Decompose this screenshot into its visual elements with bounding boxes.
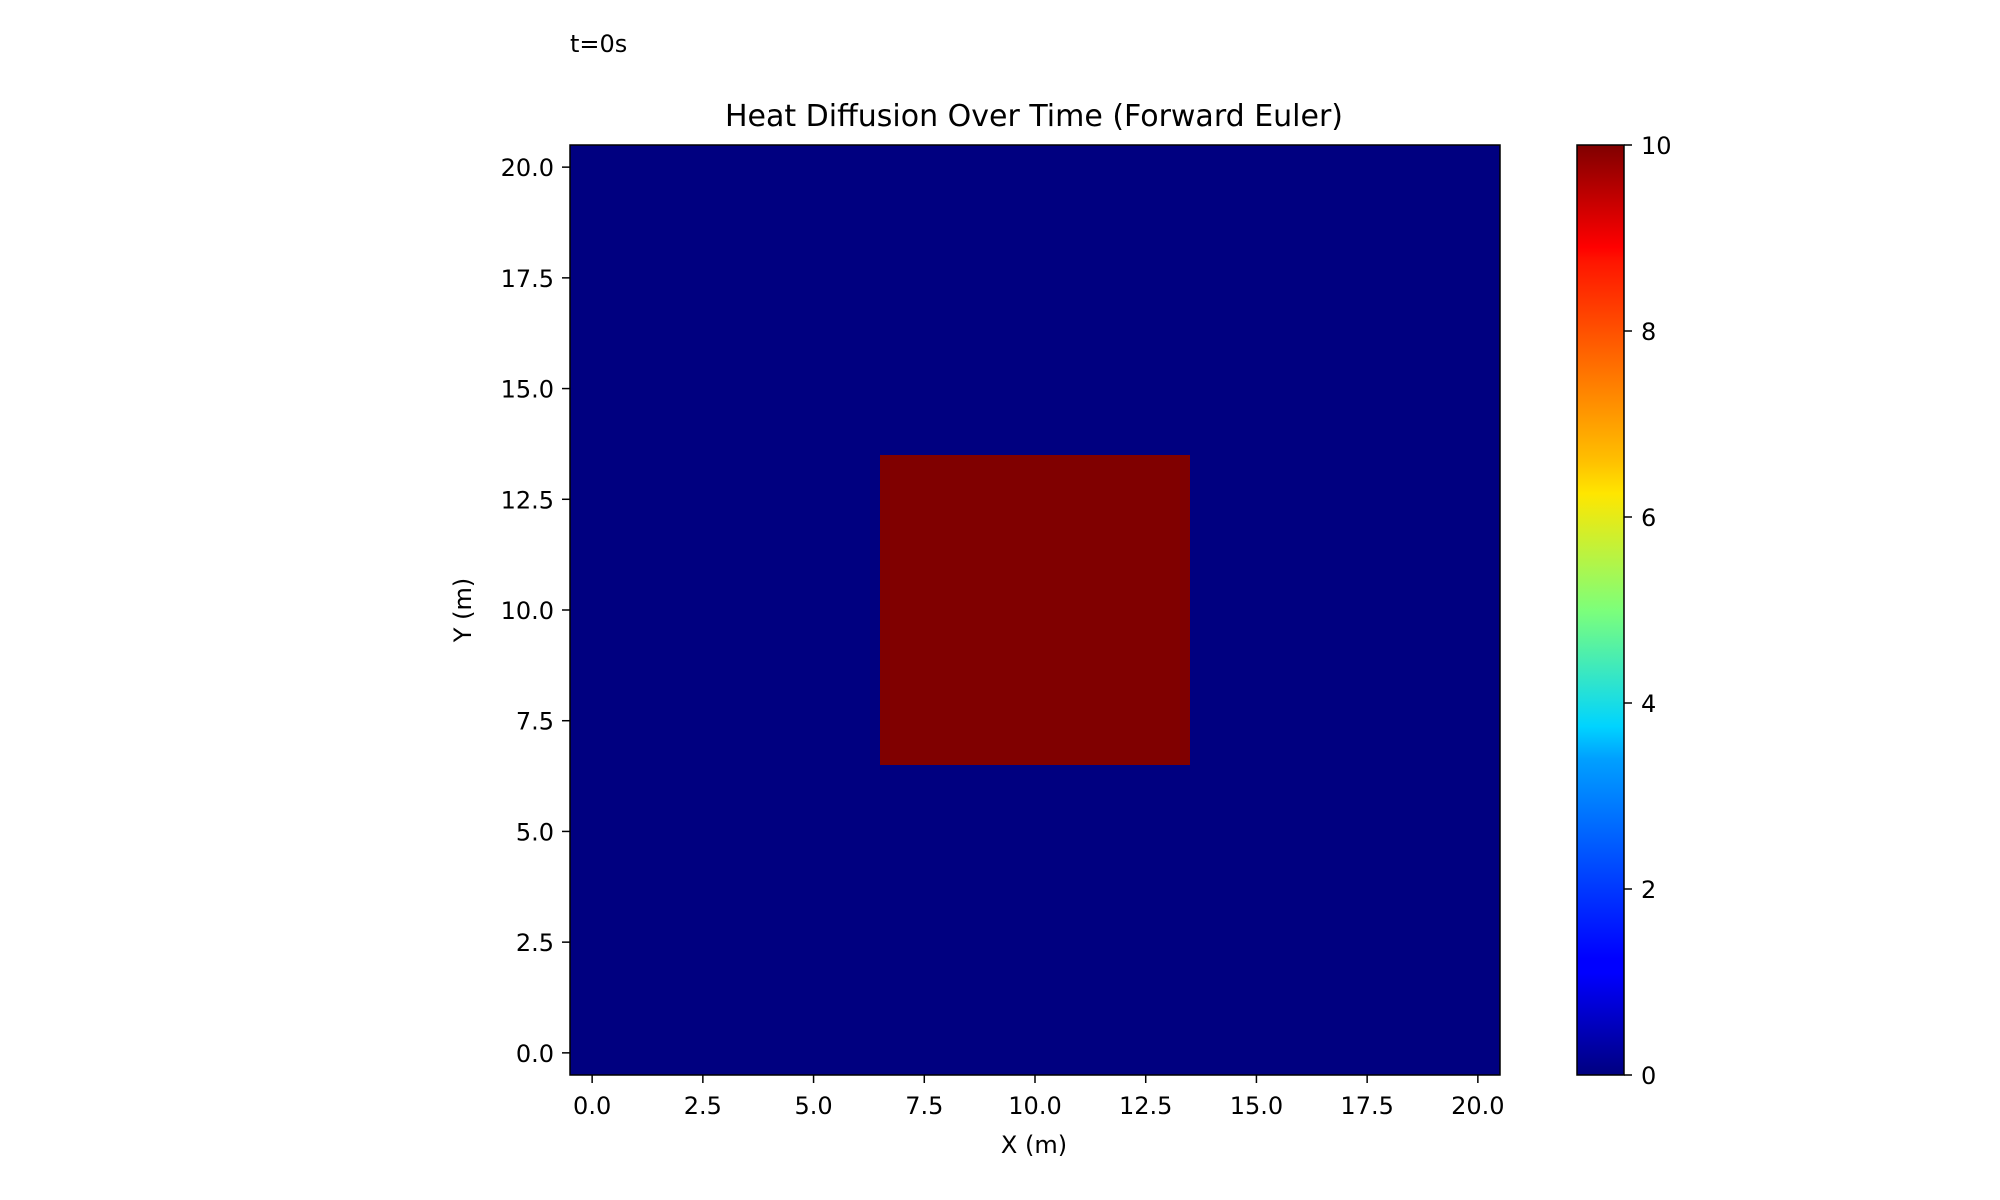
x-tick-label: 7.5	[905, 1092, 943, 1120]
colorbar-tick-label: 4	[1641, 690, 1656, 718]
colorbar-tick-label: 6	[1641, 504, 1656, 532]
x-tick-label: 10.0	[1008, 1092, 1061, 1120]
y-tick-label: 7.5	[516, 708, 554, 736]
y-tick-label: 10.0	[501, 597, 554, 625]
y-tick-label: 0.0	[516, 1040, 554, 1068]
x-tick-label: 5.0	[794, 1092, 832, 1120]
x-tick-label: 2.5	[684, 1092, 722, 1120]
x-tick-label: 15.0	[1230, 1092, 1283, 1120]
colorbar-tick-label: 10	[1641, 132, 1672, 160]
colorbar-gradient	[1576, 144, 1625, 1076]
plot-area	[569, 144, 1501, 1076]
x-tick-label: 0.0	[573, 1092, 611, 1120]
y-tick-label: 5.0	[516, 818, 554, 846]
colorbar	[1576, 144, 1625, 1076]
y-tick-label: 17.5	[501, 265, 554, 293]
y-tick-label: 12.5	[501, 486, 554, 514]
time-label: t=0s	[570, 30, 627, 58]
x-tick-label: 17.5	[1340, 1092, 1393, 1120]
y-tick-label: 2.5	[516, 929, 554, 957]
x-tick-label: 12.5	[1119, 1092, 1172, 1120]
x-tick-label: 20.0	[1451, 1092, 1504, 1120]
x-axis: 0.0 2.5 5.0 7.5 10.0 12.5 15.0 17.5 20.0	[573, 1075, 1505, 1120]
colorbar-tick-label: 8	[1641, 318, 1656, 346]
y-axis: 0.0 2.5 5.0 7.5 10.0 12.5 15.0 17.5 20.0	[501, 154, 570, 1068]
y-axis-label: Y (m)	[449, 578, 477, 643]
x-axis-label: X (m)	[1001, 1131, 1067, 1159]
chart-title: Heat Diffusion Over Time (Forward Euler)	[725, 99, 1343, 134]
colorbar-tick-label: 2	[1641, 876, 1656, 904]
y-tick-label: 20.0	[501, 154, 554, 182]
y-tick-label: 15.0	[501, 376, 554, 404]
colorbar-ticks: 0 2 4 6 8 10	[1624, 132, 1672, 1090]
heatmap-hot-region	[880, 455, 1190, 765]
colorbar-tick-label: 0	[1641, 1062, 1656, 1090]
